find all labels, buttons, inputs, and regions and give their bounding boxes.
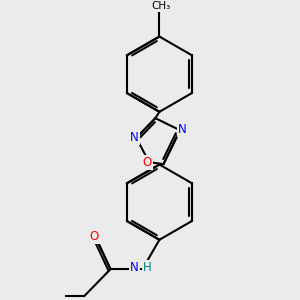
Text: N: N — [178, 123, 186, 136]
Text: N: N — [130, 131, 139, 144]
Text: O: O — [90, 230, 99, 243]
Text: N: N — [130, 261, 139, 274]
Text: CH₃: CH₃ — [152, 1, 171, 11]
Text: O: O — [143, 156, 152, 170]
Text: H: H — [142, 261, 152, 274]
